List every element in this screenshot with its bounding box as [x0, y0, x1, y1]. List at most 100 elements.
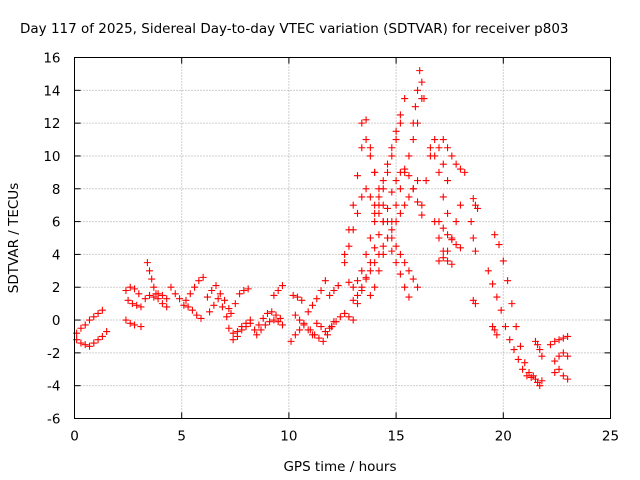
series-seg20: [287, 319, 308, 345]
data-point: [345, 242, 353, 250]
y-axis-label: SDTVAR / TECUs: [6, 183, 22, 293]
data-point: [354, 291, 362, 299]
data-point: [126, 319, 134, 327]
data-point: [536, 382, 544, 390]
series-seg11: [184, 303, 205, 322]
data-point: [504, 277, 512, 285]
data-point: [546, 341, 554, 349]
data-point: [538, 377, 546, 385]
data-point: [444, 257, 452, 265]
data-point: [401, 95, 409, 103]
data-point: [261, 321, 269, 329]
data-point: [366, 234, 374, 242]
series-seg5: [124, 296, 145, 311]
y-tick-label: -2: [47, 346, 60, 362]
data-point: [94, 309, 102, 317]
data-point: [186, 290, 194, 298]
data-point: [471, 247, 479, 255]
data-point: [274, 287, 282, 295]
data-point: [131, 321, 139, 329]
data-point: [354, 172, 362, 180]
data-point: [501, 323, 509, 331]
data-point: [559, 334, 567, 342]
data-point: [379, 177, 387, 185]
data-point: [396, 209, 404, 217]
data-point: [384, 160, 392, 168]
data-point: [317, 287, 325, 295]
data-point: [328, 323, 336, 331]
series-seg45: [469, 296, 479, 308]
data-point: [300, 321, 308, 329]
data-point: [426, 144, 434, 152]
data-point: [188, 306, 196, 314]
data-point: [163, 303, 171, 311]
data-point: [238, 323, 246, 331]
data-point: [171, 290, 179, 298]
data-point: [467, 218, 475, 226]
data-point: [221, 296, 229, 304]
data-point: [435, 234, 443, 242]
data-point: [193, 311, 201, 319]
data-point: [223, 313, 231, 321]
y-tick-label: 6: [52, 215, 61, 231]
data-point: [405, 267, 413, 275]
data-point: [270, 316, 278, 324]
data-point: [90, 339, 98, 347]
data-points: [73, 67, 572, 390]
data-point: [358, 119, 366, 127]
data-point: [154, 290, 162, 298]
data-point: [137, 303, 145, 311]
data-point: [191, 283, 199, 291]
data-point: [499, 257, 507, 265]
data-point: [379, 250, 387, 258]
x-tick-label: 10: [280, 429, 297, 445]
data-point: [439, 254, 447, 262]
data-point: [77, 339, 85, 347]
data-point: [401, 201, 409, 209]
data-point: [141, 295, 149, 303]
data-point: [392, 242, 400, 250]
data-point: [176, 295, 184, 303]
series-seg1: [73, 306, 106, 337]
data-point: [246, 316, 254, 324]
data-point: [98, 332, 106, 340]
data-point: [448, 152, 456, 160]
data-point: [362, 136, 370, 144]
data-point: [203, 293, 211, 301]
data-point: [396, 270, 404, 278]
series-seg32: [354, 165, 426, 308]
data-point: [270, 291, 278, 299]
data-point: [538, 352, 546, 360]
data-point: [354, 300, 362, 308]
data-point: [122, 287, 130, 295]
data-point: [418, 211, 426, 219]
data-point: [392, 177, 400, 185]
data-point: [409, 119, 417, 127]
data-point: [384, 204, 392, 212]
data-point: [469, 234, 477, 242]
data-point: [349, 296, 357, 304]
data-point: [452, 160, 460, 168]
data-point: [251, 326, 259, 334]
data-point: [146, 291, 154, 299]
data-point: [206, 308, 214, 316]
data-point: [315, 334, 323, 342]
data-point: [506, 336, 514, 344]
data-point: [341, 259, 349, 267]
data-point: [452, 241, 460, 249]
y-tick-label: 4: [52, 247, 61, 263]
data-point: [259, 314, 267, 322]
series-seg51: [546, 332, 572, 349]
data-point: [435, 218, 443, 226]
y-tick-label: 0: [52, 313, 61, 329]
data-point: [311, 331, 319, 339]
data-point: [401, 168, 409, 176]
series-seg47: [491, 231, 537, 380]
data-point: [555, 365, 563, 373]
data-point: [291, 331, 299, 339]
data-point: [289, 291, 297, 299]
data-point: [182, 296, 190, 304]
data-point: [375, 231, 383, 239]
data-point: [358, 267, 366, 275]
series-seg23: [304, 277, 329, 316]
